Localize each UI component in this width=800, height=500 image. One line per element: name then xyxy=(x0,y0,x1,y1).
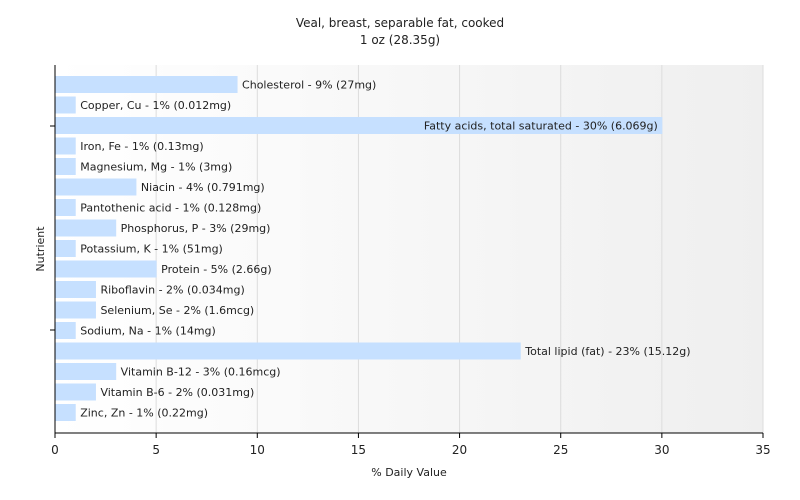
bar-label: Vitamin B-12 - 3% (0.16mcg) xyxy=(121,366,281,379)
bar xyxy=(55,383,96,401)
bars-group: Cholesterol - 9% (27mg) Copper, Cu - 1% (… xyxy=(55,76,691,421)
bar-label: Copper, Cu - 1% (0.012mg) xyxy=(80,99,231,112)
y-axis-label: Nutrient xyxy=(34,226,47,272)
x-tick-label: 5 xyxy=(152,443,160,457)
bar-label: Riboflavin - 2% (0.034mg) xyxy=(100,284,244,297)
bar-label: Sodium, Na - 1% (14mg) xyxy=(80,325,216,338)
bar-label: Zinc, Zn - 1% (0.22mg) xyxy=(80,407,208,420)
x-axis-label: % Daily Value xyxy=(371,466,447,479)
bar xyxy=(55,240,76,257)
bar xyxy=(55,404,76,421)
x-tick-label: 25 xyxy=(553,443,568,457)
bar-label: Phosphorus, P - 3% (29mg) xyxy=(121,222,271,235)
bar xyxy=(55,76,238,93)
x-tick-label: 15 xyxy=(351,443,366,457)
bar-label: Magnesium, Mg - 1% (3mg) xyxy=(80,161,232,174)
x-tick-labels: 0 5 10 15 20 25 30 35 xyxy=(51,443,770,457)
bar xyxy=(55,199,76,216)
bar-label: Selenium, Se - 2% (1.6mcg) xyxy=(100,304,254,317)
bar xyxy=(55,342,521,360)
bar-label: Fatty acids, total saturated - 30% (6.06… xyxy=(424,120,658,133)
bar-label: Iron, Fe - 1% (0.13mg) xyxy=(80,140,203,153)
bar xyxy=(55,281,96,298)
bar xyxy=(55,260,157,278)
bar xyxy=(55,158,76,175)
bar xyxy=(55,301,96,319)
bar-label: Cholesterol - 9% (27mg) xyxy=(242,79,376,92)
bar-label: Potassium, K - 1% (51mg) xyxy=(80,243,223,256)
x-tick-label: 35 xyxy=(755,443,770,457)
x-tick-label: 30 xyxy=(654,443,669,457)
bar xyxy=(55,363,117,380)
bar xyxy=(55,178,137,196)
bar-label: Niacin - 4% (0.791mg) xyxy=(141,181,265,194)
bar xyxy=(55,117,663,134)
bar xyxy=(55,137,76,155)
chart-subtitle: 1 oz (28.35g) xyxy=(360,33,440,47)
bar xyxy=(55,219,117,237)
x-tick-label: 20 xyxy=(452,443,467,457)
bar xyxy=(55,322,76,339)
bar-label: Total lipid (fat) - 23% (15.12g) xyxy=(524,345,690,358)
x-tick-label: 10 xyxy=(250,443,265,457)
x-tick-label: 0 xyxy=(51,443,59,457)
bar-label: Vitamin B-6 - 2% (0.031mg) xyxy=(100,386,254,399)
bar xyxy=(55,96,76,114)
bar-label: Pantothenic acid - 1% (0.128mg) xyxy=(80,202,261,215)
axes-group xyxy=(50,65,764,438)
chart-title: Veal, breast, separable fat, cooked xyxy=(296,16,504,30)
bar-label: Protein - 5% (2.66g) xyxy=(161,263,272,276)
